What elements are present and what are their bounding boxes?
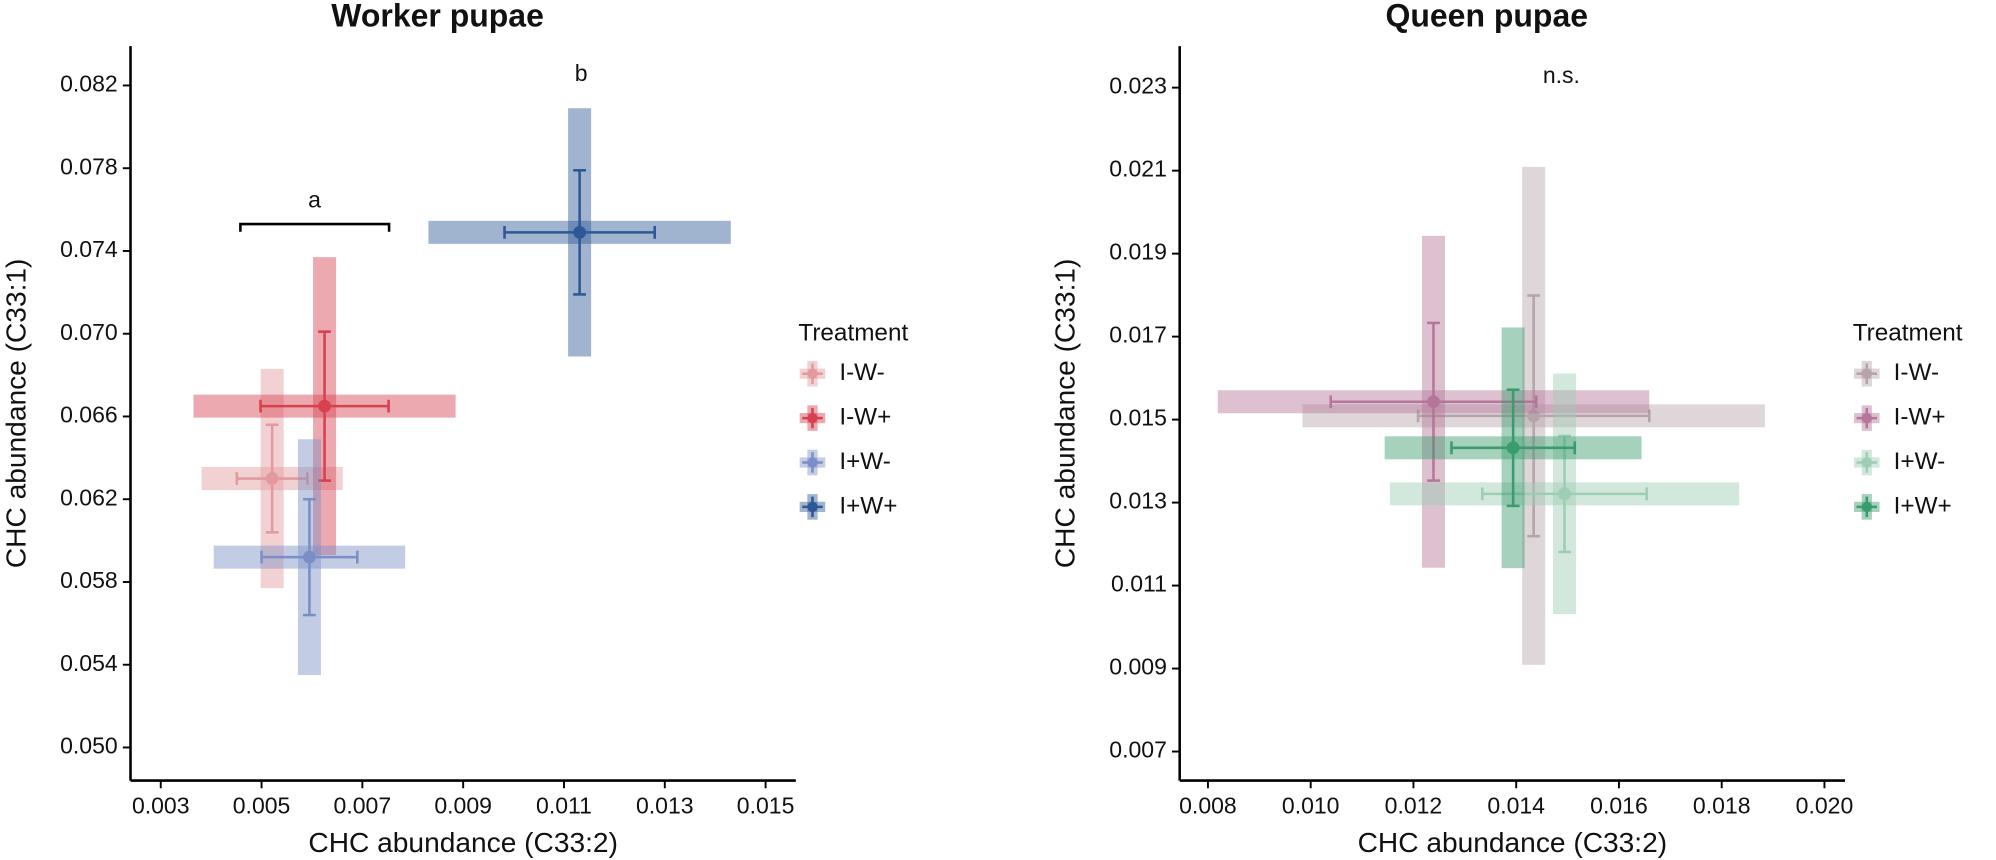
legend-key-point: [1861, 501, 1872, 513]
legend-key-point: [807, 368, 818, 379]
chart-title: Worker pupae: [331, 0, 544, 33]
legend-label: I+W-: [1894, 448, 1946, 475]
y-tick-label: 0.078: [60, 153, 118, 179]
x-tick-label: 0.016: [1590, 793, 1648, 819]
x-tick-label: 0.005: [233, 793, 291, 819]
y-tick-label: 0.054: [60, 650, 118, 676]
y-axis-label: CHC abundance (C33:1): [1050, 259, 1081, 569]
y-tick-label: 0.009: [1109, 654, 1167, 680]
point: [265, 472, 279, 485]
point: [1527, 409, 1541, 423]
y-tick-label: 0.013: [1109, 488, 1167, 514]
legend-label: I+W-: [839, 448, 891, 475]
chart-title: Queen pupae: [1386, 0, 1589, 33]
y-tick-label: 0.050: [60, 733, 118, 759]
x-tick-label: 0.011: [536, 793, 592, 819]
x-tick-label: 0.013: [636, 793, 694, 819]
x-tick-label: 0.009: [434, 793, 492, 819]
legend-label: I-W-: [1894, 359, 1939, 386]
point: [318, 399, 331, 413]
y-tick-label: 0.082: [60, 71, 118, 97]
legend-key-point: [1861, 368, 1872, 379]
y-tick-label: 0.011: [1111, 571, 1167, 597]
legend-label: I-W+: [1894, 404, 1946, 431]
y-tick-label: 0.021: [1109, 156, 1167, 182]
x-axis-label: CHC abundance (C33:2): [308, 827, 618, 858]
y-tick-label: 0.019: [1109, 239, 1167, 265]
y-tick-label: 0.070: [60, 319, 118, 345]
y-tick-label: 0.074: [60, 236, 118, 262]
x-tick-label: 0.008: [1179, 793, 1237, 819]
legend-key-point: [807, 501, 818, 513]
x-tick-label: 0.007: [334, 793, 392, 819]
y-tick-label: 0.058: [60, 567, 118, 593]
point: [1427, 395, 1440, 409]
x-tick-label: 0.015: [737, 793, 795, 819]
x-tick-label: 0.003: [132, 793, 190, 819]
legend-title: Treatment: [798, 319, 908, 346]
legend-key-point: [807, 412, 818, 424]
legend-label: I+W+: [839, 492, 897, 519]
x-tick-label: 0.010: [1282, 793, 1340, 819]
y-tick-label: 0.015: [1109, 405, 1167, 431]
legend-label: I+W+: [1894, 492, 1952, 519]
bracket: [239, 222, 391, 232]
annotation: b: [575, 60, 588, 86]
legend-label: I-W+: [839, 404, 891, 431]
legend-label: I-W-: [839, 359, 884, 386]
annotation: a: [308, 186, 321, 212]
point: [573, 225, 587, 239]
point: [1558, 487, 1571, 501]
legend-key-point: [807, 457, 818, 468]
y-tick-label: 0.007: [1109, 737, 1167, 763]
y-tick-label: 0.062: [60, 484, 118, 510]
y-tick-label: 0.017: [1109, 322, 1167, 348]
x-tick-label: 0.014: [1487, 793, 1545, 819]
legend-title: Treatment: [1853, 319, 1963, 346]
x-tick-label: 0.020: [1796, 793, 1854, 819]
annotation: n.s.: [1543, 62, 1580, 88]
point: [303, 550, 316, 564]
y-tick-label: 0.023: [1109, 73, 1167, 99]
x-tick-label: 0.018: [1693, 793, 1751, 819]
point: [1506, 441, 1520, 455]
y-tick-label: 0.066: [60, 402, 118, 428]
x-axis-label: CHC abundance (C33:2): [1358, 827, 1668, 858]
y-axis-label: CHC abundance (C33:1): [0, 259, 31, 569]
legend-key-point: [1861, 412, 1872, 424]
legend-key-point: [1861, 457, 1872, 468]
x-tick-label: 0.012: [1385, 793, 1443, 819]
